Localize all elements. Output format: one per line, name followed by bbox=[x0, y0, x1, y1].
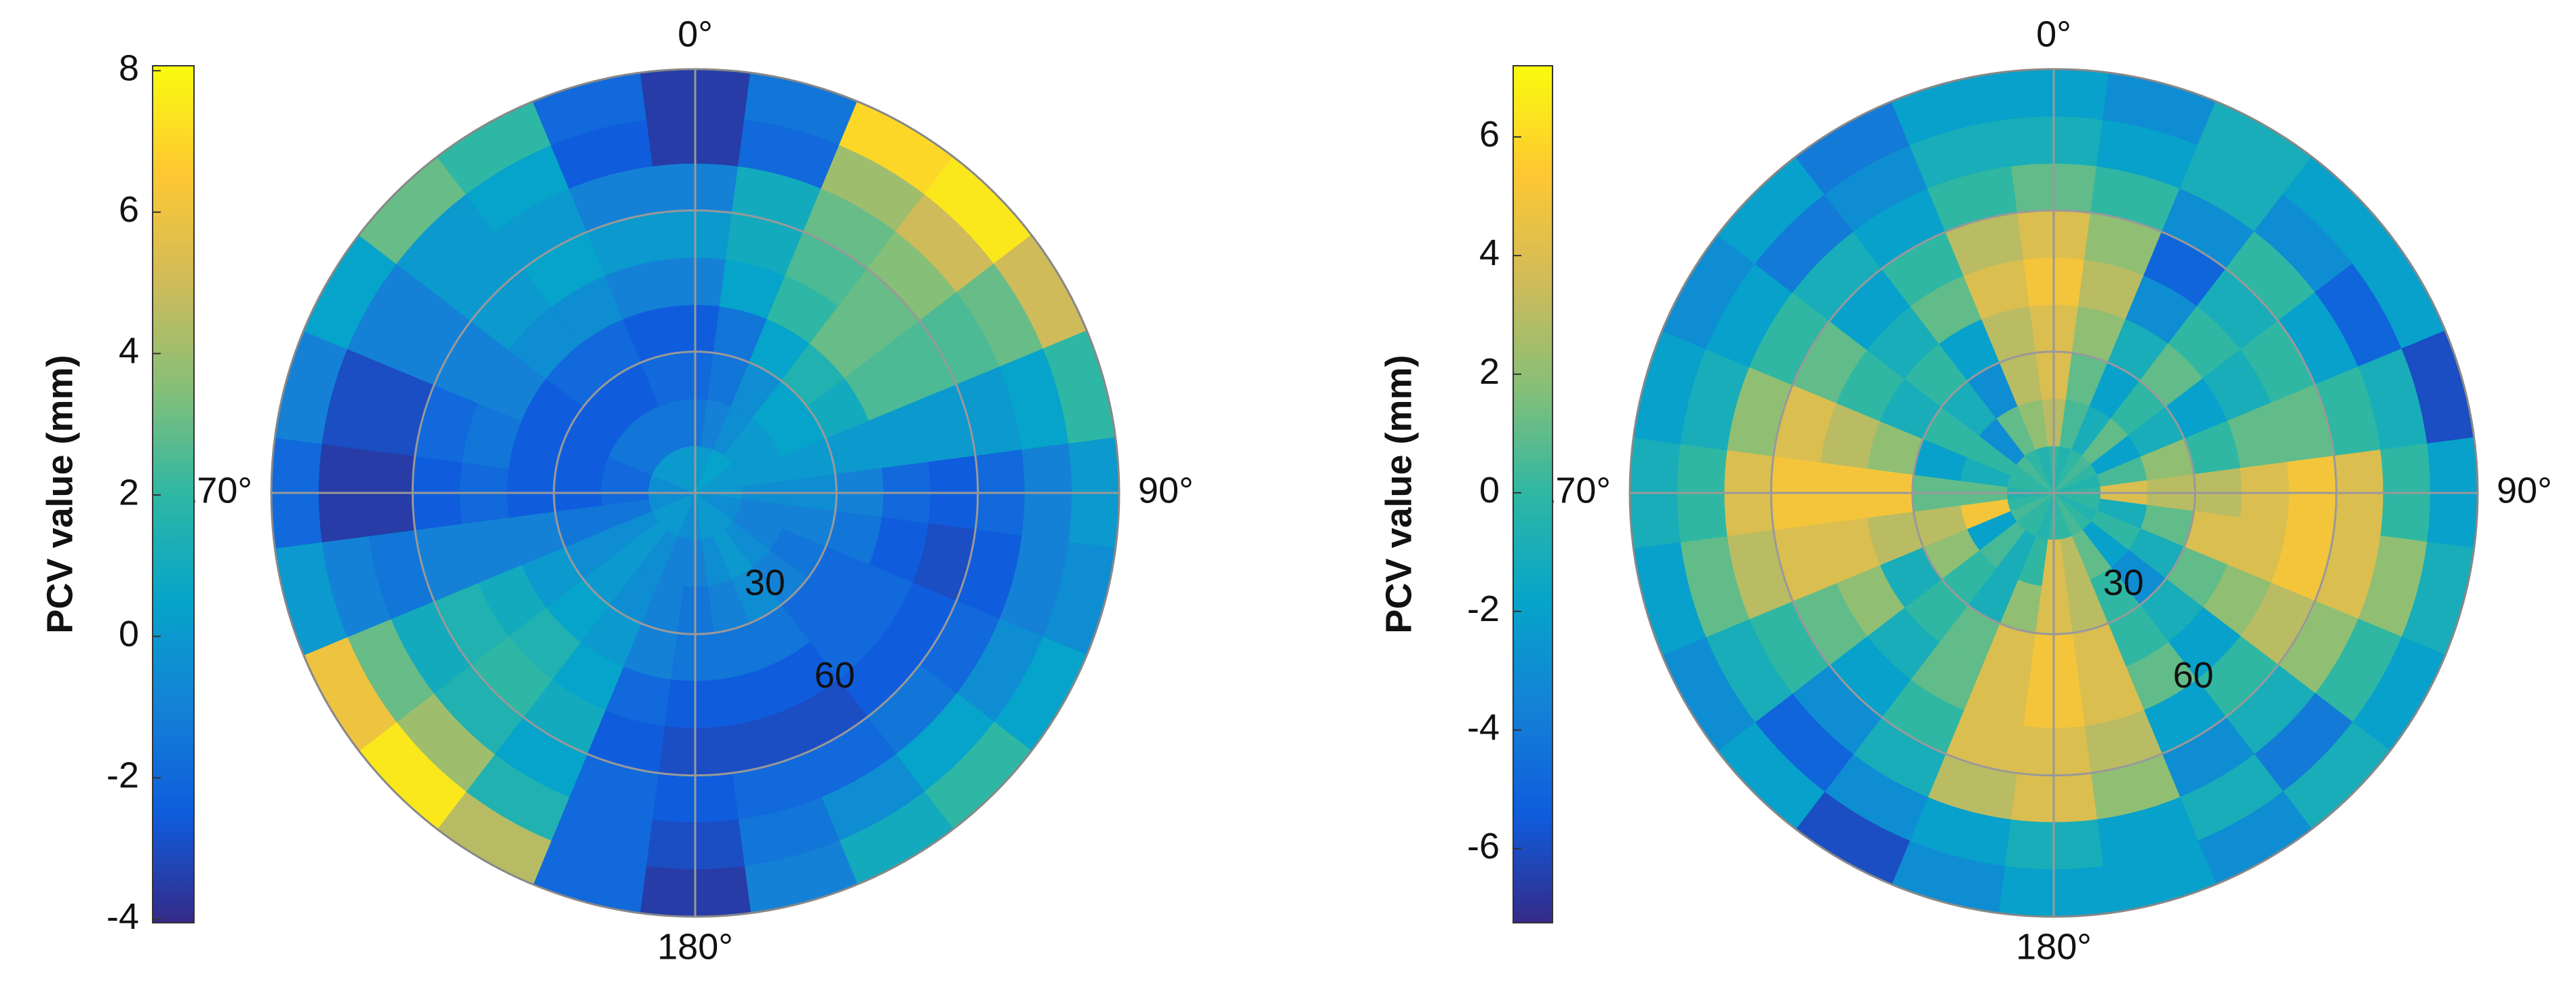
colorbar-tick-label: -4 bbox=[106, 896, 139, 937]
colorbar bbox=[1513, 65, 1553, 923]
colorbar-tick-label: 0 bbox=[119, 614, 139, 654]
theta-tick-label: 180° bbox=[2016, 926, 2092, 967]
colorbar-tick-label: -4 bbox=[1467, 707, 1500, 748]
colorbar-tick-label: 6 bbox=[1479, 114, 1500, 155]
theta-tick-label: 90° bbox=[2497, 470, 2552, 511]
colorbar-tick-label: -2 bbox=[1467, 589, 1500, 629]
colorbar-tick-label: 6 bbox=[119, 189, 139, 230]
colorbar-tick-label: 0 bbox=[1479, 470, 1500, 511]
r-tick-label: 30 bbox=[2103, 563, 2144, 603]
theta-tick-label: 90° bbox=[1138, 470, 1194, 511]
theta-tick-label: 0° bbox=[2036, 14, 2071, 54]
r-tick-label: 30 bbox=[745, 563, 785, 603]
colorbar-tick-label: -2 bbox=[106, 755, 139, 795]
colorbar-label: PCV value (mm) bbox=[39, 355, 80, 633]
theta-tick-label: 180° bbox=[657, 926, 733, 967]
colorbar-tick-label: 2 bbox=[119, 472, 139, 513]
r-tick-label: 60 bbox=[815, 655, 855, 696]
colorbar-label: PCV value (mm) bbox=[1378, 355, 1419, 633]
colorbar-tick-label: 2 bbox=[1479, 351, 1500, 392]
colorbar-tick-label: -6 bbox=[1467, 826, 1500, 866]
r-tick-label: 60 bbox=[2173, 655, 2214, 696]
colorbar-tick-label: 4 bbox=[1479, 233, 1500, 273]
colorbar-tick-label: 8 bbox=[119, 48, 139, 89]
theta-tick-label: 0° bbox=[678, 14, 713, 54]
colorbar bbox=[152, 65, 195, 923]
colorbar-tick-label: 4 bbox=[119, 331, 139, 372]
